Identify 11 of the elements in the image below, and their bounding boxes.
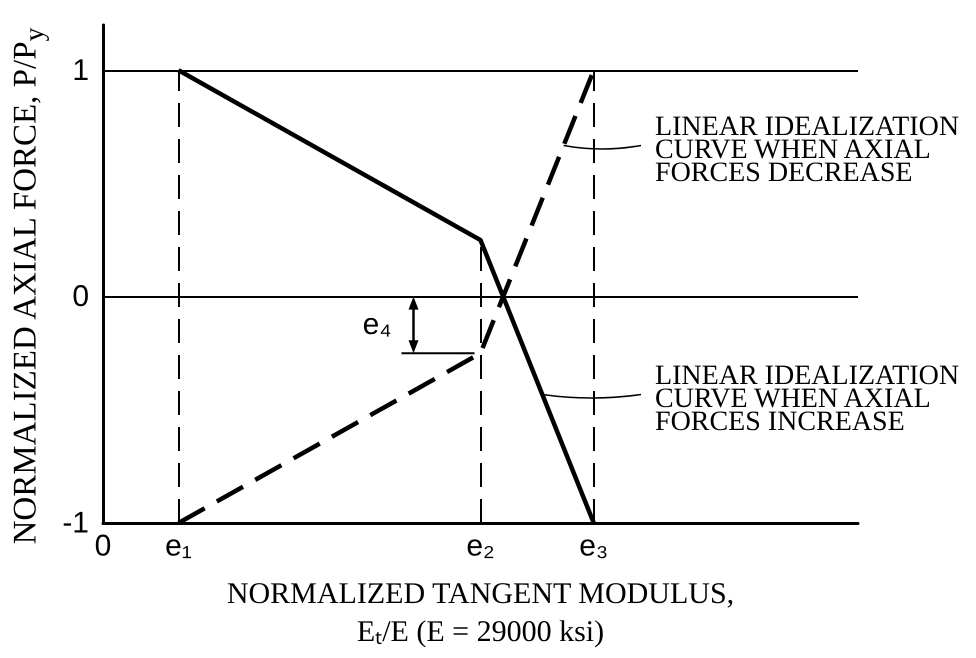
y-tick-label: -1 <box>62 506 89 540</box>
annotation: LINEAR IDEALIZATION CURVE WHEN AXIAL FORCES DECREASE <box>655 111 960 188</box>
y-tick-label: 1 <box>72 54 89 87</box>
x-axis-title: NORMALIZED TANGENT MODULUS, Eₜ/E (E = 29000 ksi) <box>226 576 734 650</box>
annotation: e₄ <box>362 308 392 341</box>
x-tick-label: e₃ <box>579 530 608 562</box>
annotation: LINEAR IDEALIZATION CURVE WHEN AXIAL FORCES INCREASE <box>655 360 960 437</box>
y-tick-label: 0 <box>72 280 89 314</box>
x-tick-label: e₂ <box>466 530 495 562</box>
x-tick-label: e₁ <box>165 530 192 562</box>
x-tick-label: 0 <box>94 530 112 562</box>
